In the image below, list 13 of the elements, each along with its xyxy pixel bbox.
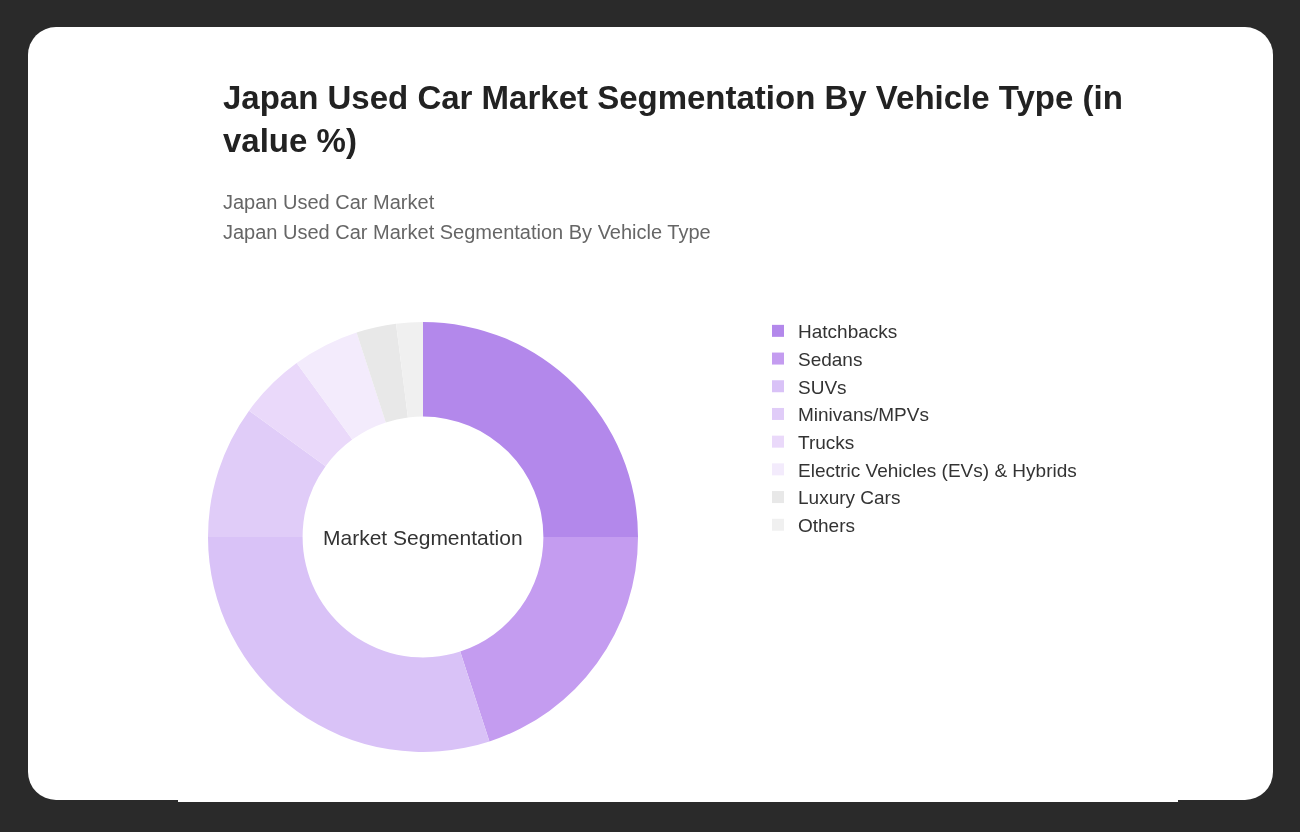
legend-label: Minivans/MPVs [798,404,929,426]
donut-slice [249,363,353,467]
legend-label: Others [798,515,856,537]
text: Market Segmentation [323,526,523,549]
donut-slice [296,332,386,440]
legend-label: SUVs [798,376,847,398]
legend-label: Sedans [798,348,863,370]
legend-label: Hatchbacks [798,321,898,343]
legend-label: Electric Vehicles (EVs) & Hybrids [798,459,1077,481]
chart-subtitle: Japan Used Car Market Japan Used Car Market Segmentation By Vehicle Type [223,190,711,245]
legend-label: Luxury Cars [798,487,901,509]
chart-title: Japan Used Car Market Segmentation By Vehicle Type (in value %) [223,78,1124,161]
legend-label: Trucks [798,432,855,454]
